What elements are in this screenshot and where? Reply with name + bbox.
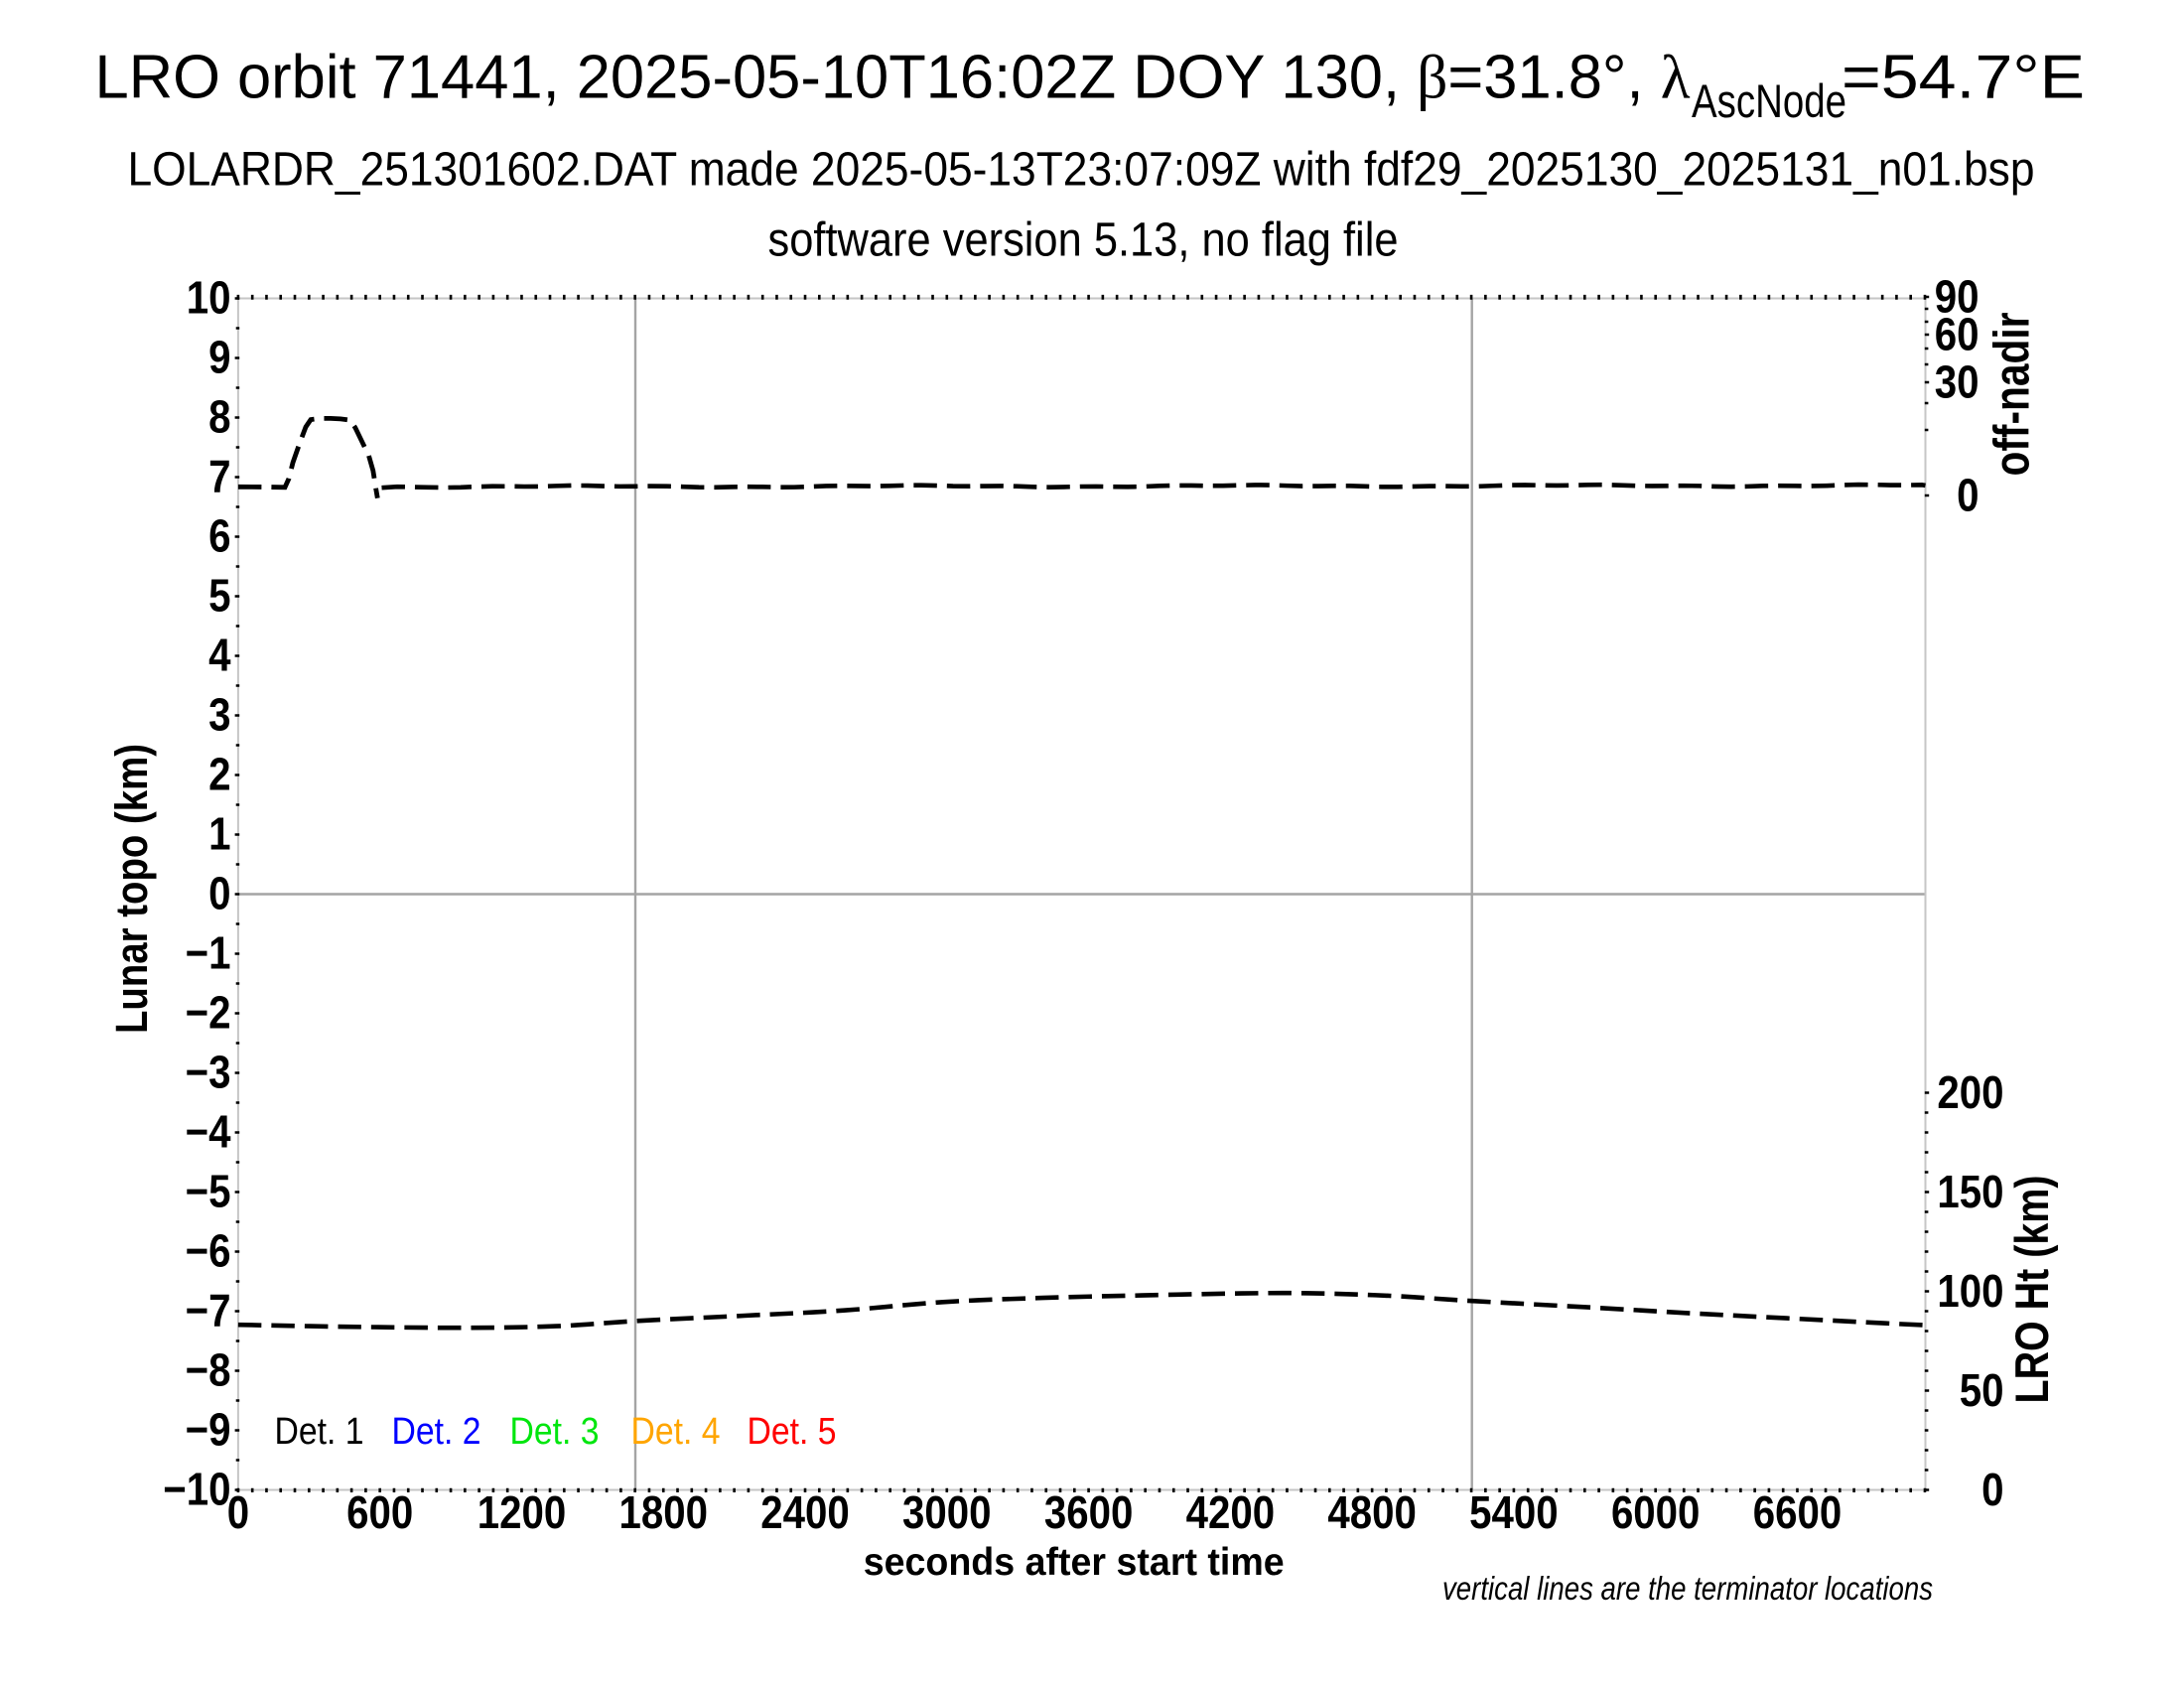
svg-text:0: 0 [208,868,230,919]
svg-text:0: 0 [1957,470,1979,521]
svg-text:7: 7 [208,451,230,502]
svg-text:−9: −9 [186,1404,231,1456]
svg-text:100: 100 [1937,1265,2003,1317]
svg-text:AscNode: AscNode [1692,74,1846,127]
svg-text:Det. 4: Det. 4 [631,1411,721,1453]
svg-text:0: 0 [1981,1464,2003,1515]
svg-text:9: 9 [208,332,230,383]
svg-text:vertical lines are the termina: vertical lines are the terminator locati… [1442,1570,1933,1607]
svg-text:−3: −3 [186,1047,231,1098]
svg-text:4: 4 [208,630,231,681]
svg-text:6000: 6000 [1611,1486,1701,1538]
svg-text:Det. 1: Det. 1 [275,1411,364,1453]
svg-text:200: 200 [1937,1066,2003,1118]
svg-text:−2: −2 [186,987,231,1039]
svg-text:3000: 3000 [902,1486,992,1538]
svg-text:0: 0 [227,1486,249,1538]
svg-text:30: 30 [1935,356,1979,408]
svg-text:−4: −4 [186,1106,231,1158]
svg-text:3: 3 [208,689,230,741]
svg-text:seconds after start time: seconds after start time [864,1541,1285,1584]
svg-text:2: 2 [208,749,230,800]
svg-text:4800: 4800 [1327,1486,1417,1538]
svg-text:off-nadir: off-nadir [1984,313,2040,477]
svg-text:1200: 1200 [478,1486,567,1538]
svg-text:−1: −1 [186,927,231,979]
svg-text:6: 6 [208,510,230,562]
svg-text:Det. 5: Det. 5 [748,1411,837,1453]
svg-text:90: 90 [1935,271,1979,323]
svg-text:Det. 2: Det. 2 [392,1411,481,1453]
svg-text:1: 1 [208,808,230,860]
svg-text:5: 5 [208,570,230,622]
svg-text:5400: 5400 [1469,1486,1559,1538]
svg-text:3600: 3600 [1044,1486,1134,1538]
svg-text:1800: 1800 [618,1486,708,1538]
svg-text:60: 60 [1935,309,1979,360]
svg-text:Lunar topo (km): Lunar topo (km) [106,744,157,1034]
svg-text:150: 150 [1937,1166,2003,1217]
svg-text:−6: −6 [186,1225,231,1277]
svg-text:8: 8 [208,391,230,443]
svg-text:4200: 4200 [1186,1486,1276,1538]
svg-text:Det. 3: Det. 3 [510,1411,600,1453]
svg-text:LOLARDR_251301602.DAT made 202: LOLARDR_251301602.DAT made 2025-05-13T23… [128,144,2035,197]
svg-text:−8: −8 [186,1344,231,1396]
svg-text:2400: 2400 [760,1486,850,1538]
svg-text:10: 10 [187,272,231,324]
svg-text:−7: −7 [186,1285,231,1336]
svg-text:6600: 6600 [1753,1486,1843,1538]
svg-text:LRO Ht (km): LRO Ht (km) [2005,1176,2058,1404]
svg-text:600: 600 [346,1486,413,1538]
svg-text:−10: −10 [163,1464,230,1515]
svg-text:LRO orbit 71441, 2025-05-10T16: LRO orbit 71441, 2025-05-10T16:02Z DOY 1… [95,44,1691,112]
svg-text:=54.7°E: =54.7°E [1842,44,2085,112]
svg-text:−5: −5 [186,1166,231,1217]
svg-text:software version 5.13, no flag: software version 5.13, no flag file [768,214,1399,267]
svg-text:50: 50 [1960,1364,2004,1416]
